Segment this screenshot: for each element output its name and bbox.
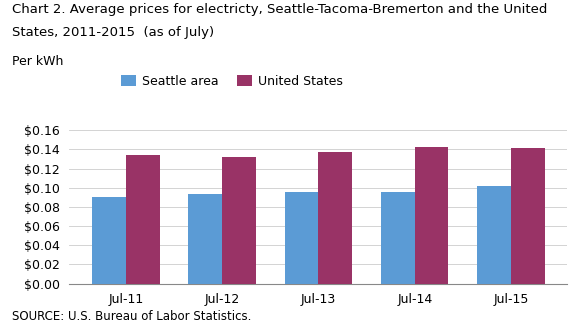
Legend: Seattle area, United States: Seattle area, United States [116,70,349,93]
Bar [188,194,222,284]
Bar [318,152,352,284]
Bar [511,148,545,284]
Bar [477,186,511,284]
Text: SOURCE: U.S. Bureau of Labor Statistics.: SOURCE: U.S. Bureau of Labor Statistics. [12,310,251,323]
Bar [415,146,449,284]
Bar [285,192,318,284]
Text: Per kWh: Per kWh [12,55,63,68]
Text: States, 2011-2015  (as of July): States, 2011-2015 (as of July) [12,26,214,39]
Text: Chart 2. Average prices for electricty, Seattle-Tacoma-Bremerton and the United: Chart 2. Average prices for electricty, … [12,3,547,16]
Bar [381,192,415,284]
Bar [222,157,256,284]
Bar [92,197,126,284]
Bar [126,155,160,284]
